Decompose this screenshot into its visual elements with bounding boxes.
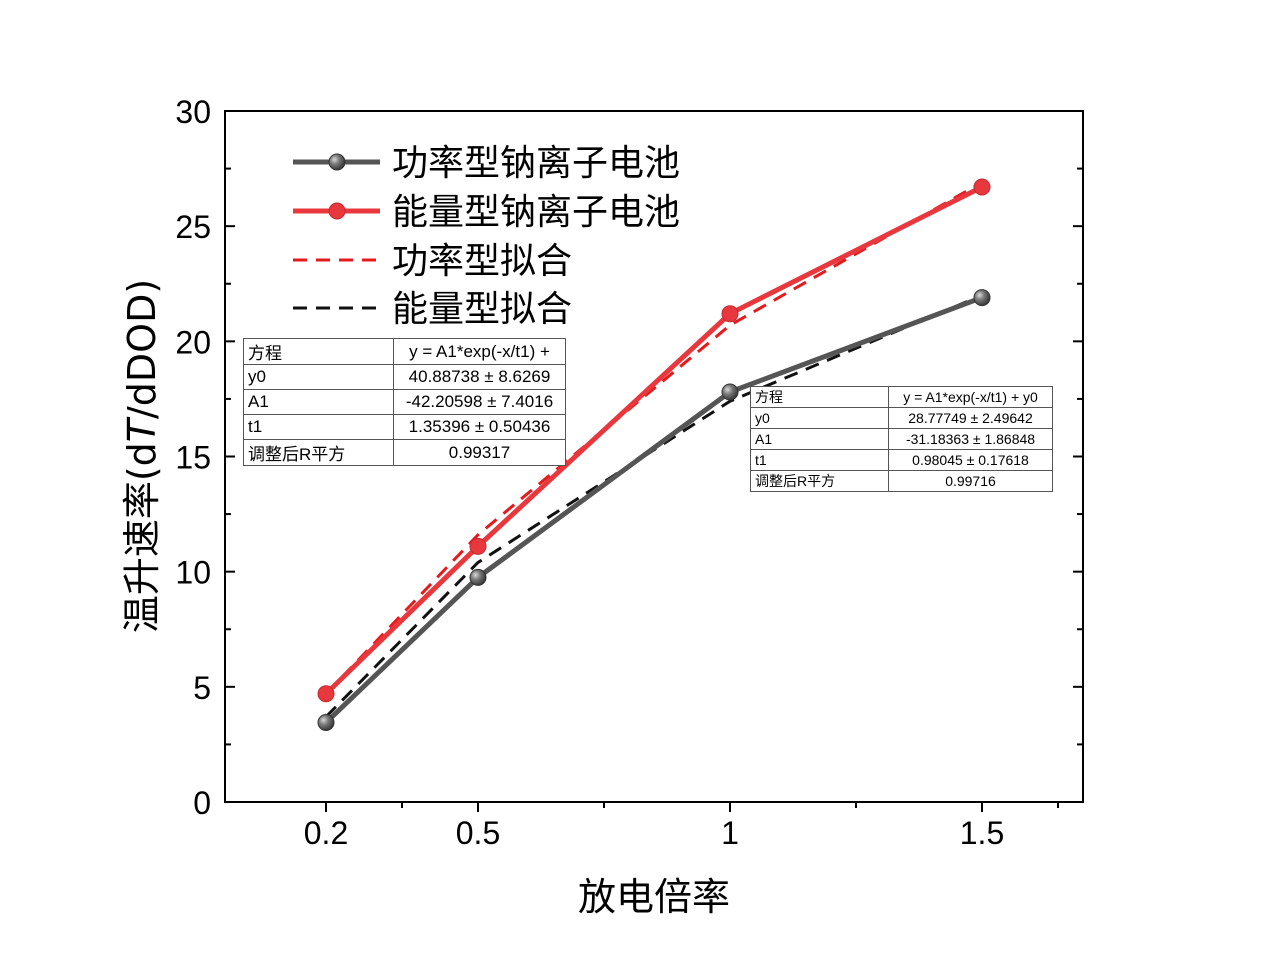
table-cell: y = A1*exp(-x/t1) + y0 <box>888 386 1053 408</box>
series-line-energy-fit <box>324 293 983 718</box>
series-line-energy <box>324 184 984 696</box>
x-tick-label: 0.2 <box>304 815 348 851</box>
series-line-power-fit <box>324 181 983 695</box>
legend-label: 功率型钠离子电池 <box>392 143 680 184</box>
fit-table-energy: 方程 y = A1*exp(-x/t1) + y0 40.88738 ± 8.626… <box>243 338 566 466</box>
y-axis: 0 5 10 15 20 25 30 <box>175 94 1083 821</box>
data-point-energy <box>469 537 487 555</box>
table-cell: A1 <box>243 389 394 415</box>
table-cell: 调整后R平方 <box>750 470 889 492</box>
table-cell: 1.35396 ± 0.50436 <box>393 414 566 440</box>
table-row: 调整后R平方 0.99716 <box>750 470 1053 492</box>
data-point-power <box>721 383 739 401</box>
data-point-energy <box>317 685 335 703</box>
table-cell: t1 <box>243 414 394 440</box>
legend-marker <box>328 202 346 220</box>
table-cell: 40.88738 ± 8.6269 <box>393 364 566 390</box>
table-row: 方程 y = A1*exp(-x/t1) + y0 <box>750 386 1053 408</box>
table-row: A1 -42.20598 ± 7.4016 <box>243 389 566 415</box>
y-tick-label: 25 <box>175 209 211 245</box>
data-point-power <box>469 568 487 586</box>
table-row: 调整后R平方 0.99317 <box>243 439 566 466</box>
data-point-energy <box>973 178 991 196</box>
table-cell: -42.20598 ± 7.4016 <box>393 389 566 415</box>
fit-table-power: 方程 y = A1*exp(-x/t1) + y0 y0 28.77749 ± 2.… <box>750 386 1053 492</box>
table-cell: y0 <box>243 364 394 390</box>
y-axis-label: 温升速率(dT/dDOD) <box>120 279 164 633</box>
table-row: y0 28.77749 ± 2.49642 <box>750 407 1053 429</box>
data-point-energy <box>721 305 739 323</box>
legend-label: 能量型拟合 <box>392 289 572 330</box>
y-tick-label: 0 <box>193 785 211 821</box>
table-row: 方程 y = A1*exp(-x/t1) + <box>243 338 566 365</box>
table-cell: y = A1*exp(-x/t1) + <box>393 338 566 365</box>
table-row: A1 -31.18363 ± 1.86848 <box>750 428 1053 450</box>
table-cell: 方程 <box>750 386 889 408</box>
y-tick-label: 15 <box>175 440 211 476</box>
x-tick-label: 1 <box>721 815 739 851</box>
y-tick-label: 30 <box>175 94 211 130</box>
x-axis: 0.2 0.5 1 1.5 <box>304 802 1059 851</box>
table-cell: -31.18363 ± 1.86848 <box>888 428 1053 450</box>
table-row: t1 1.35396 ± 0.50436 <box>243 414 566 440</box>
table-row: y0 40.88738 ± 8.6269 <box>243 364 566 390</box>
legend-label: 能量型钠离子电池 <box>392 192 680 233</box>
y-tick-label: 5 <box>193 670 211 706</box>
y-tick-label: 10 <box>175 555 211 591</box>
table-cell: 0.98045 ± 0.17618 <box>888 449 1053 471</box>
table-cell: 28.77749 ± 2.49642 <box>888 407 1053 429</box>
table-cell: 0.99716 <box>888 470 1053 492</box>
series-line-power <box>324 295 983 725</box>
legend-label: 功率型拟合 <box>392 241 572 282</box>
y-axis-label-italic: T <box>120 416 164 442</box>
table-cell: 0.99317 <box>393 439 566 466</box>
x-tick-label: 0.5 <box>456 815 500 851</box>
y-axis-label-suffix: /dDOD) <box>120 279 164 419</box>
y-axis-label-prefix: 温升速率(d <box>120 442 164 633</box>
data-point-power <box>317 714 335 732</box>
table-cell: t1 <box>750 449 889 471</box>
table-cell: 调整后R平方 <box>243 439 394 466</box>
legend-marker <box>328 153 346 171</box>
table-row: t1 0.98045 ± 0.17618 <box>750 449 1053 471</box>
table-cell: A1 <box>750 428 889 450</box>
x-axis-label: 放电倍率 <box>578 875 730 919</box>
y-tick-label: 20 <box>175 324 211 360</box>
table-cell: y0 <box>750 407 889 429</box>
x-tick-label: 1.5 <box>960 815 1004 851</box>
data-point-power <box>973 289 991 307</box>
series-layer <box>317 178 991 732</box>
table-cell: 方程 <box>243 338 394 365</box>
